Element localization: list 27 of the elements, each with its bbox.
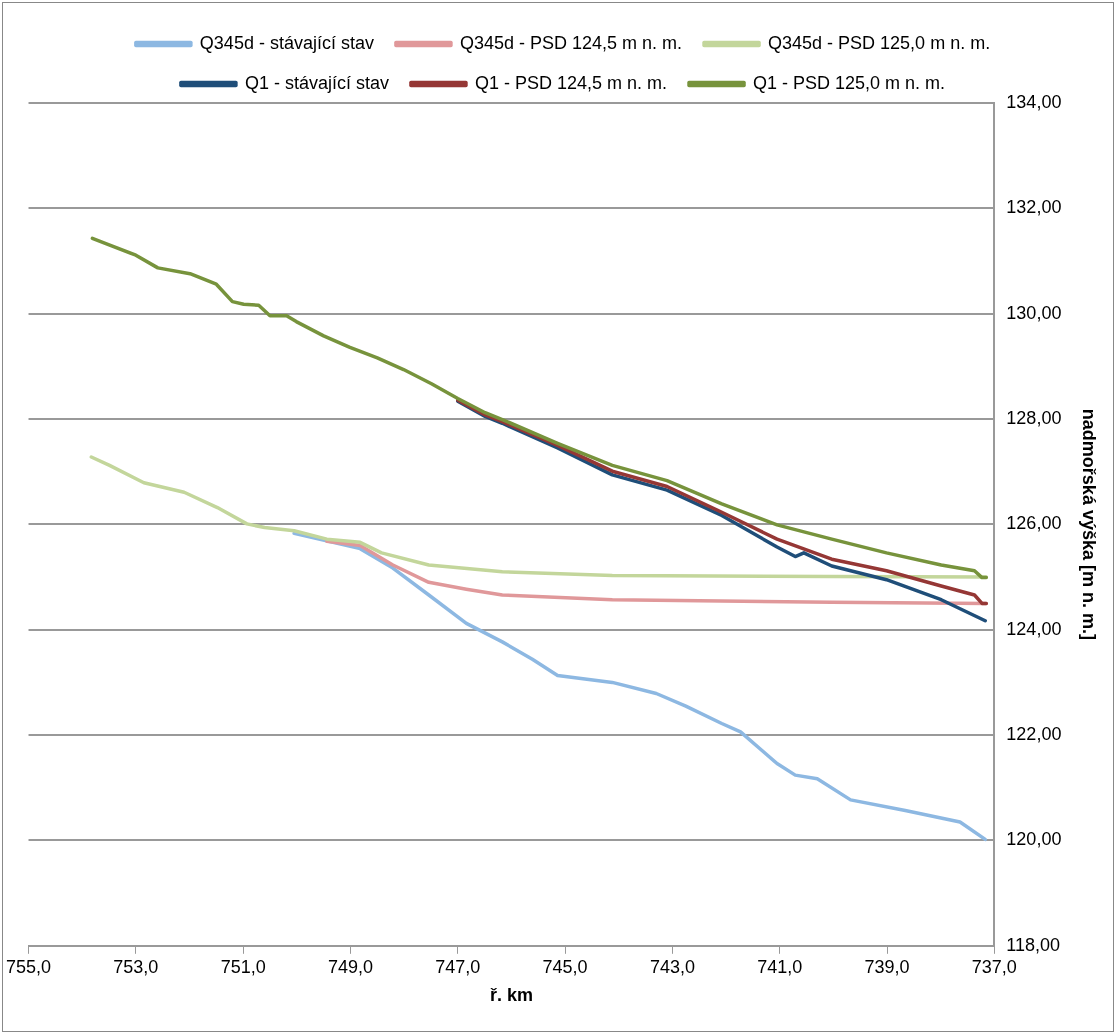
x-tick-label: 751,0 (220, 956, 266, 977)
y-tick-label: 124,00 (1006, 618, 1062, 639)
legend-label: Q1 - stávající stav (244, 72, 389, 93)
y-tick-label: 134,00 (1006, 91, 1062, 112)
legend-label: Q345d - PSD 125,0 m n. m. (768, 32, 991, 53)
x-tick-label: 755,0 (6, 956, 52, 977)
x-axis-title: ř. km (489, 985, 533, 1006)
legend-label: Q345d - PSD 124,5 m n. m. (459, 32, 683, 53)
legend-label: Q1 - PSD 124,5 m n. m. (474, 72, 668, 93)
y-tick-label: 128,00 (1006, 408, 1062, 429)
x-tick-label: 739,0 (864, 956, 910, 977)
x-tick-label: 743,0 (649, 956, 695, 977)
y-tick-label: 122,00 (1006, 724, 1062, 745)
y-axis-title: nadmořská výška [m n. m.] (1079, 408, 1100, 640)
y-tick-label: 132,00 (1006, 197, 1062, 218)
x-tick-label: 749,0 (327, 956, 373, 977)
x-tick-label: 741,0 (757, 956, 803, 977)
legend-label: Q1 - PSD 125,0 m n. m. (753, 72, 946, 93)
y-tick-label: 130,00 (1006, 302, 1062, 323)
y-tick-label: 118,00 (1006, 934, 1061, 955)
legend-label: Q345d - stávající stav (199, 32, 374, 53)
y-tick-label: 120,00 (1006, 829, 1062, 850)
x-tick-label: 747,0 (435, 956, 481, 977)
y-tick-label: 126,00 (1006, 513, 1062, 534)
x-tick-label: 753,0 (113, 956, 159, 977)
x-tick-label: 745,0 (542, 956, 588, 977)
x-tick-label: 737,0 (971, 956, 1017, 977)
